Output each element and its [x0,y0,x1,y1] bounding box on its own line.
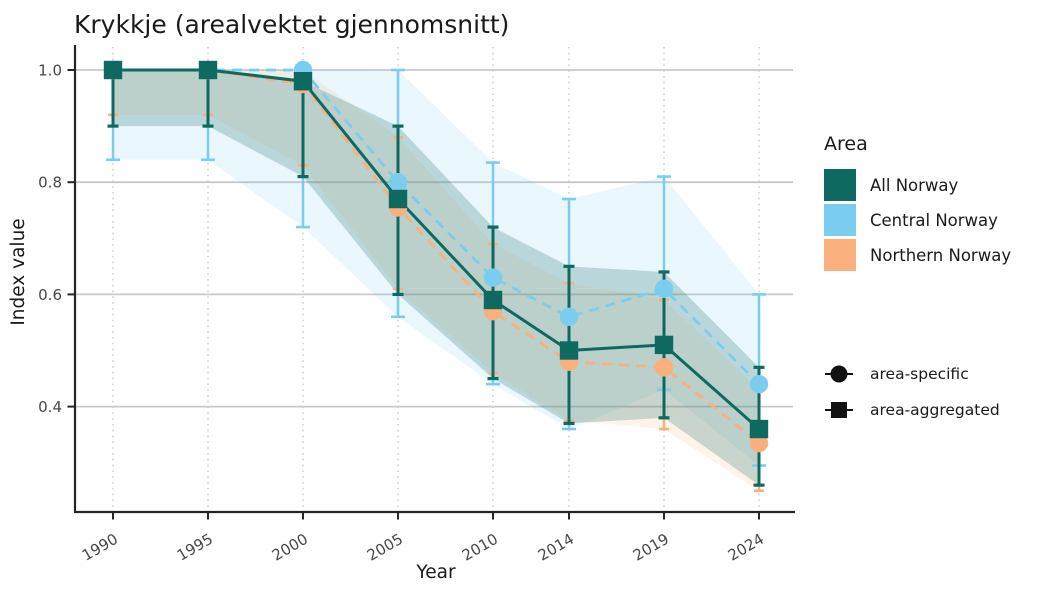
legend-swatch-all-norway [824,169,856,201]
legend-item-area-specific: area-specific [824,356,1000,392]
chart-title: Krykkje (arealvektet gjennomsnitt) [74,10,510,39]
svg-text:0.8: 0.8 [38,174,62,192]
legend-title: Area [824,133,868,155]
svg-text:2024: 2024 [725,530,767,565]
svg-text:2014: 2014 [535,530,577,565]
svg-text:1990: 1990 [79,530,121,565]
legend-label-area-specific: area-specific [870,365,969,383]
svg-text:1995: 1995 [174,530,216,565]
svg-text:Year: Year [415,562,456,583]
svg-text:2019: 2019 [630,530,672,565]
legend-swatch-northern-norway [824,239,856,271]
legend-label-area-aggregated: area-aggregated [870,401,1000,419]
legend-item-all-norway: All Norway [824,169,1011,201]
shape-legend: area-specific area-aggregated [824,356,1000,428]
legend-item-northern-norway: Northern Norway [824,239,1011,271]
svg-text:2005: 2005 [364,530,406,565]
area-legend: Area All Norway Central Norway Northern … [824,133,1011,274]
legend-item-central-norway: Central Norway [824,204,1011,236]
legend-swatch-central-norway [824,204,856,236]
square-marker-icon [824,398,854,422]
svg-text:Index value: Index value [8,218,29,325]
svg-text:2000: 2000 [269,530,311,565]
legend-label-northern-norway: Northern Norway [870,245,1012,265]
legend-label-all-norway: All Norway [870,175,959,195]
svg-text:2010: 2010 [459,530,501,565]
svg-text:0.4: 0.4 [38,398,62,416]
legend-item-area-aggregated: area-aggregated [824,392,1000,428]
legend-label-central-norway: Central Norway [870,210,998,230]
svg-text:1.0: 1.0 [38,62,62,80]
svg-text:0.6: 0.6 [38,286,62,304]
circle-marker-icon [824,362,854,386]
